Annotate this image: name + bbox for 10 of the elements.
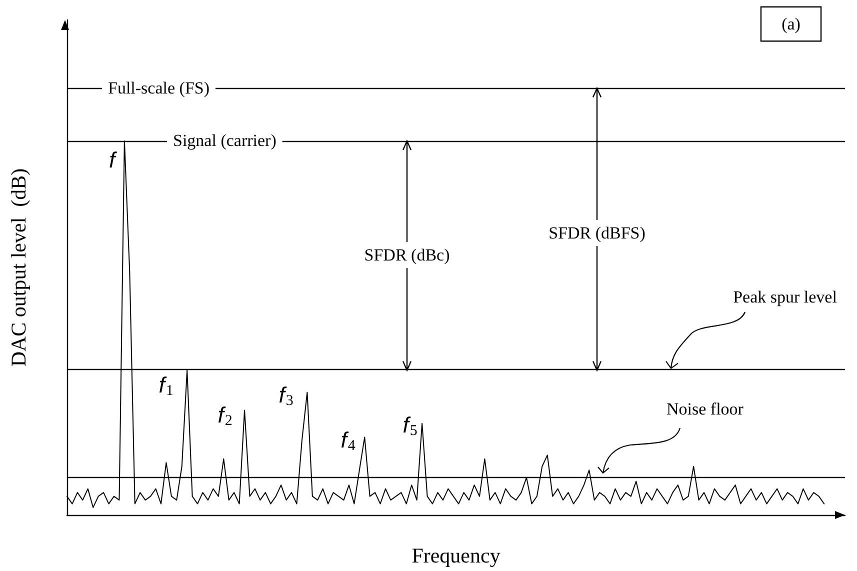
annotation: Peak spur level (733, 288, 838, 306)
annotation: SFDR (dBc) (364, 246, 450, 264)
ref-line-label: Full-scale (FS) (108, 78, 210, 98)
annotation: f (108, 148, 118, 172)
annotation: SFDR (dBFS) (548, 224, 646, 242)
annotation: Noise floor (666, 400, 744, 418)
y-axis-title: DAC output level (dB) (6, 168, 30, 367)
x-axis-title: Frequency (412, 544, 501, 568)
text: (a) (782, 14, 800, 34)
ref-line-label: Signal (carrier) (173, 131, 276, 150)
